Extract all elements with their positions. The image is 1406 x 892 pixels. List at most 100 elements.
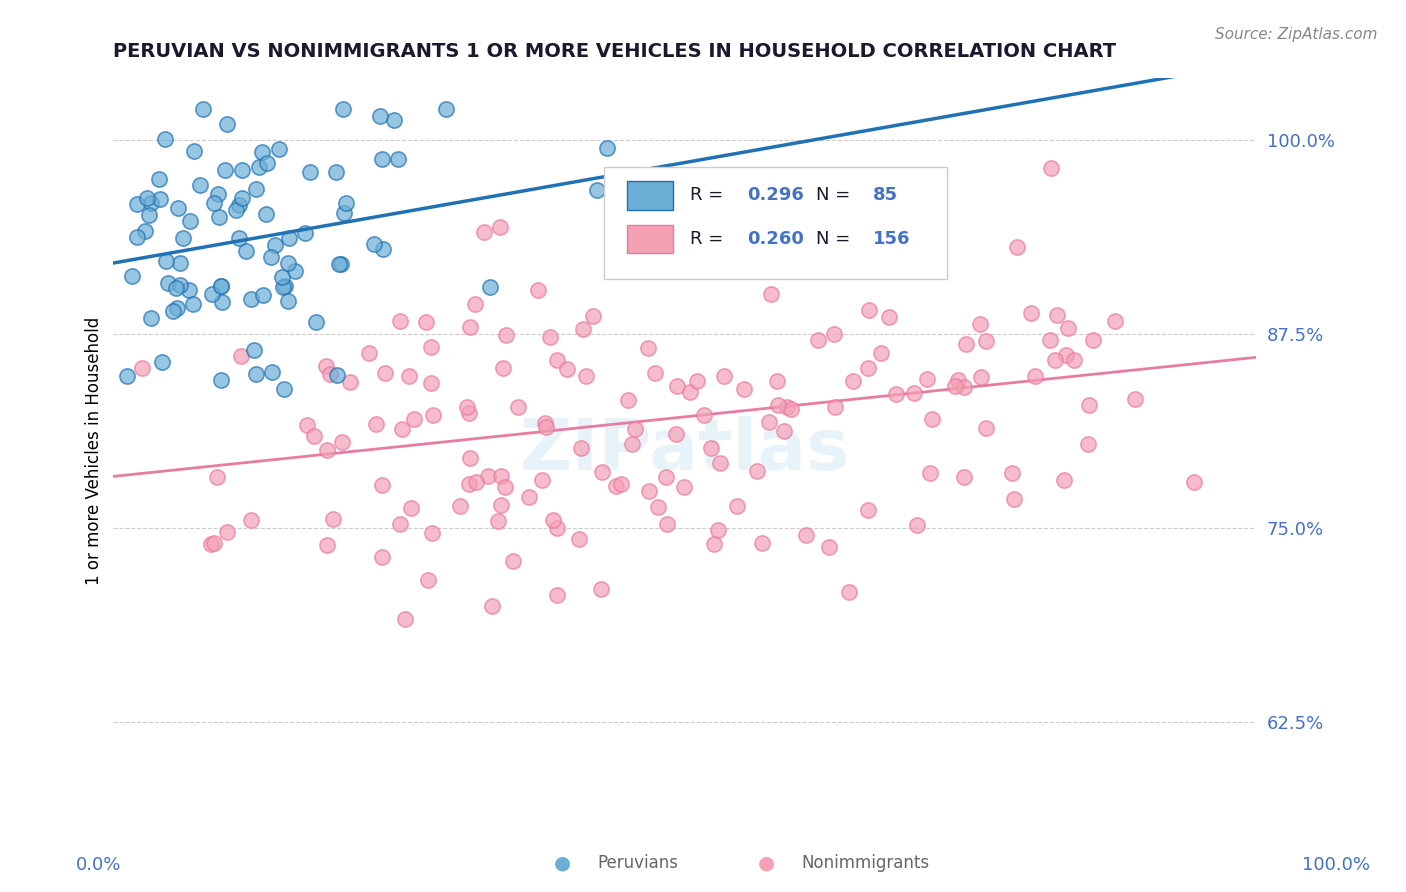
Point	[955, 337, 977, 351]
Point	[138, 208, 160, 222]
Point	[434, 102, 457, 116]
Point	[1024, 368, 1046, 383]
Point	[326, 368, 349, 383]
Point	[976, 421, 998, 435]
Text: 0.296: 0.296	[747, 186, 804, 204]
Point	[605, 479, 627, 493]
Point	[201, 286, 224, 301]
Point	[181, 297, 204, 311]
Point	[387, 153, 409, 167]
Point	[1054, 348, 1077, 362]
Point	[794, 527, 817, 541]
Point	[856, 503, 879, 517]
Point	[262, 365, 284, 379]
Point	[240, 513, 263, 527]
Point	[271, 269, 294, 284]
Point	[245, 367, 267, 381]
Point	[422, 408, 444, 422]
Point	[637, 341, 659, 355]
Point	[211, 295, 233, 310]
Point	[402, 412, 425, 426]
Point	[546, 588, 568, 602]
Point	[555, 361, 578, 376]
Text: N =: N =	[815, 230, 856, 248]
Point	[869, 345, 891, 359]
Text: Source: ZipAtlas.com: Source: ZipAtlas.com	[1215, 27, 1378, 42]
Point	[1123, 392, 1146, 406]
Point	[135, 191, 157, 205]
Point	[953, 470, 976, 484]
Point	[780, 401, 803, 416]
Point	[464, 297, 486, 311]
Point	[183, 144, 205, 158]
Point	[858, 303, 880, 318]
Point	[263, 238, 285, 252]
Point	[506, 400, 529, 414]
Point	[610, 477, 633, 491]
Point	[1039, 333, 1062, 347]
Point	[1077, 437, 1099, 451]
Text: 100.0%: 100.0%	[1302, 856, 1369, 874]
Point	[766, 399, 789, 413]
Point	[1046, 309, 1069, 323]
Point	[304, 429, 326, 443]
Point	[209, 373, 232, 387]
Point	[202, 196, 225, 211]
Point	[679, 384, 702, 399]
Point	[155, 254, 177, 268]
Point	[582, 309, 605, 323]
Point	[1182, 475, 1205, 489]
Point	[134, 224, 156, 238]
Point	[420, 341, 443, 355]
Point	[214, 163, 236, 178]
Point	[359, 346, 381, 360]
Point	[460, 320, 482, 334]
Point	[335, 195, 357, 210]
Point	[250, 145, 273, 160]
Point	[903, 385, 925, 400]
Point	[1057, 321, 1080, 335]
Point	[477, 469, 499, 483]
Point	[478, 279, 501, 293]
Point	[330, 435, 353, 450]
Text: R =: R =	[690, 186, 730, 204]
Point	[877, 244, 900, 258]
Point	[208, 211, 231, 225]
Point	[247, 161, 270, 175]
Point	[823, 326, 845, 341]
Point	[371, 549, 394, 564]
Point	[807, 333, 830, 347]
Point	[546, 521, 568, 535]
Point	[1043, 352, 1066, 367]
Point	[773, 187, 796, 202]
Text: 85: 85	[873, 186, 898, 204]
Point	[575, 368, 598, 383]
Point	[179, 283, 201, 297]
Point	[766, 374, 789, 388]
Point	[330, 257, 353, 271]
Point	[1083, 334, 1105, 348]
Point	[278, 231, 301, 245]
Bar	[627, 181, 673, 210]
Point	[457, 477, 479, 491]
Point	[838, 585, 860, 599]
Point	[297, 418, 319, 433]
Point	[245, 182, 267, 196]
Point	[328, 257, 350, 271]
Point	[252, 288, 274, 302]
Point	[686, 374, 709, 388]
Point	[231, 163, 253, 178]
Point	[502, 554, 524, 568]
Point	[225, 202, 247, 217]
Point	[707, 524, 730, 538]
Point	[815, 218, 838, 232]
Point	[818, 541, 841, 555]
Point	[235, 244, 257, 259]
Point	[953, 380, 976, 394]
Point	[644, 367, 666, 381]
Point	[215, 524, 238, 539]
Point	[666, 379, 689, 393]
Point	[725, 499, 748, 513]
Point	[517, 490, 540, 504]
Point	[371, 152, 394, 166]
